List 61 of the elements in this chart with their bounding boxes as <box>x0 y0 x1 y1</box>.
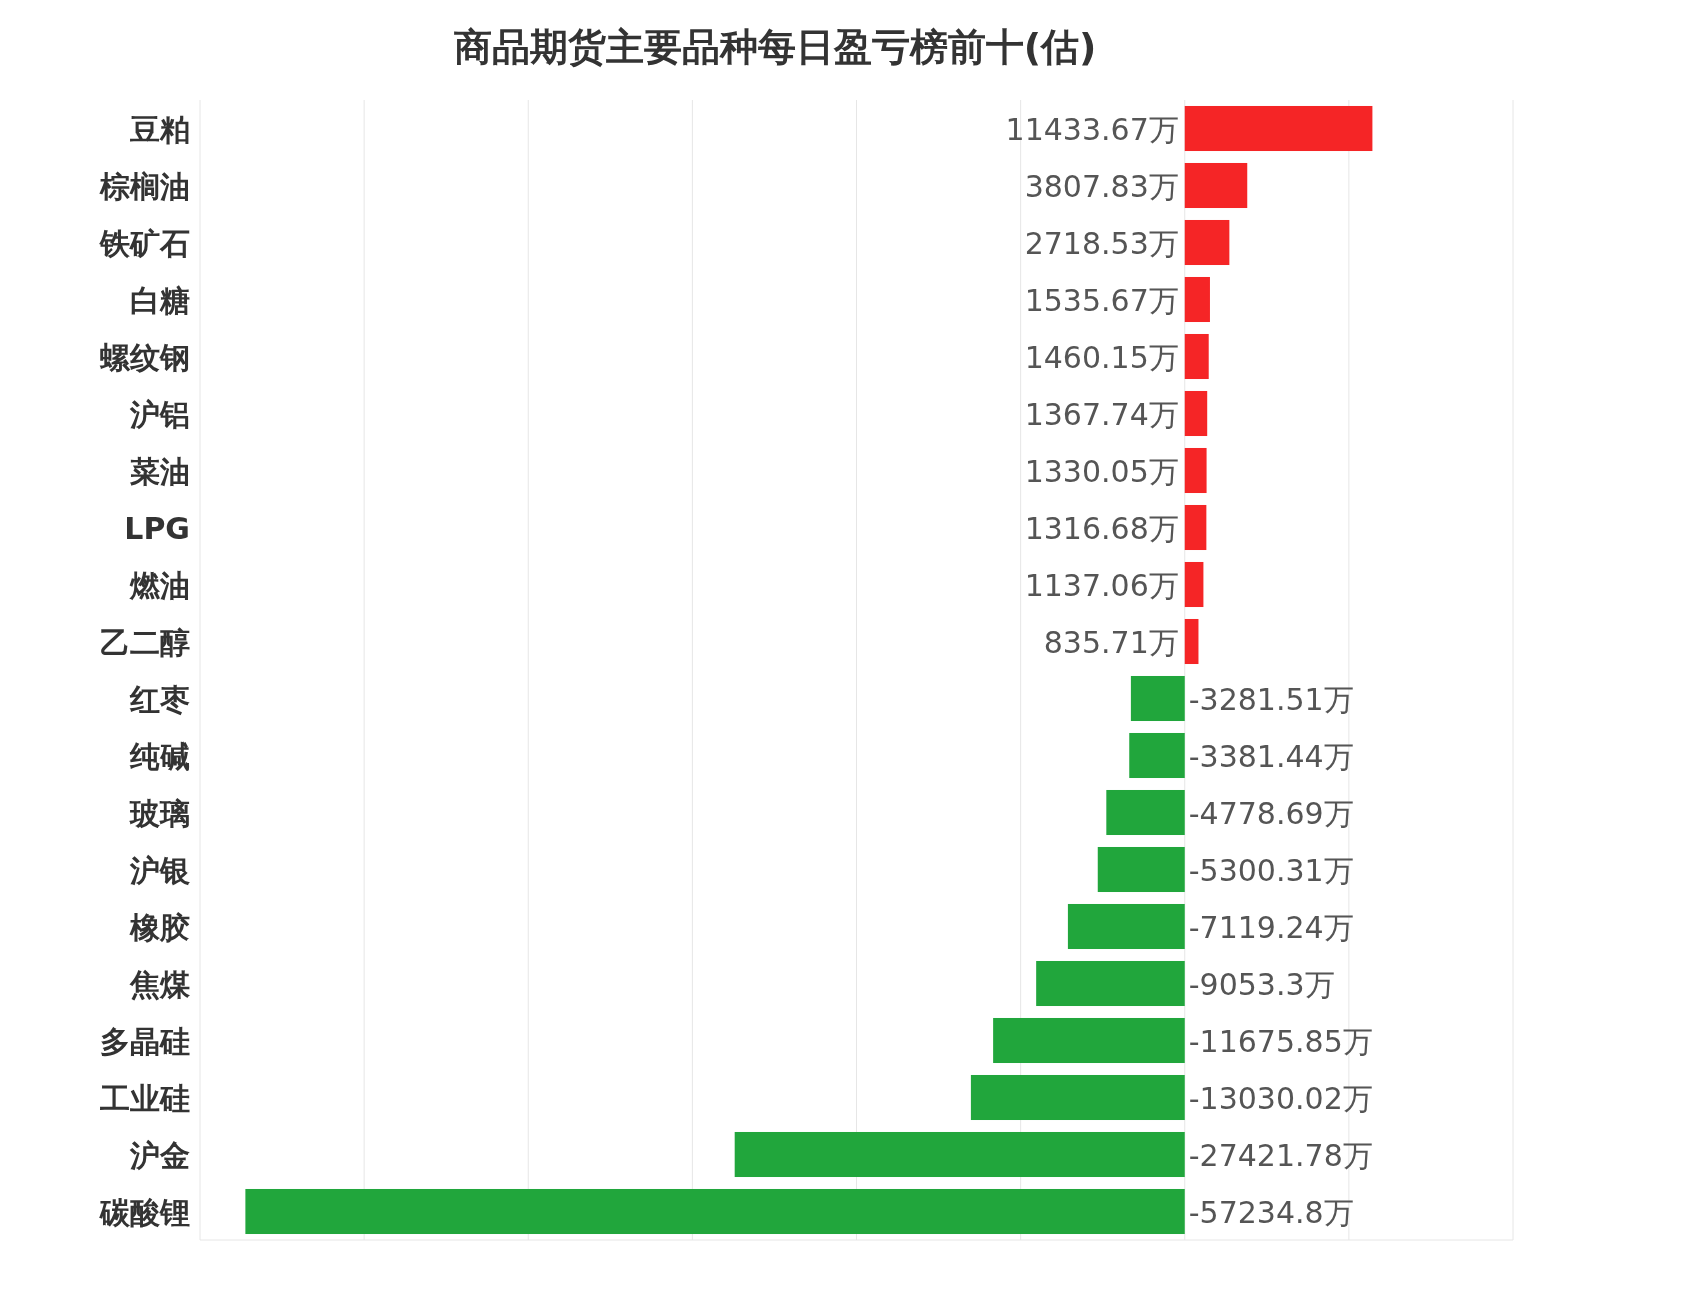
bar <box>1184 276 1210 323</box>
data-label: -3281.51万 <box>1188 681 1354 717</box>
y-tick-label: 螺纹钢 <box>99 339 190 375</box>
bar <box>1130 675 1185 722</box>
bar <box>1184 390 1208 437</box>
data-label: 1330.05万 <box>1024 453 1179 489</box>
y-tick-label: 红枣 <box>129 681 190 717</box>
bar <box>1106 789 1185 836</box>
y-tick-label: 纯碱 <box>129 738 190 774</box>
bar <box>1129 732 1185 779</box>
data-label: -5300.31万 <box>1188 852 1354 888</box>
y-tick-label: 工业硅 <box>99 1080 190 1116</box>
y-tick-label: 沪铝 <box>129 396 190 432</box>
bar <box>970 1074 1185 1121</box>
bar <box>1184 219 1230 266</box>
data-label: -57234.8万 <box>1188 1194 1354 1230</box>
bar <box>1036 960 1185 1007</box>
bar <box>1184 504 1207 551</box>
data-label: -7119.24万 <box>1188 909 1354 945</box>
y-tick-label: LPG <box>124 510 190 546</box>
data-label: 1137.06万 <box>1024 567 1179 603</box>
bar <box>1184 561 1204 608</box>
y-tick-label: 乙二醇 <box>100 624 190 660</box>
data-label: 3807.83万 <box>1024 168 1179 204</box>
data-label: -27421.78万 <box>1188 1137 1373 1173</box>
data-label: 11433.67万 <box>1005 111 1179 147</box>
y-tick-label: 沪金 <box>129 1137 190 1173</box>
data-label: 1316.68万 <box>1024 510 1179 546</box>
y-tick-label: 铁矿石 <box>99 225 190 261</box>
chart-title: 商品期货主要品种每日盈亏榜前十(估) <box>453 25 1097 69</box>
data-label: -3381.44万 <box>1188 738 1354 774</box>
data-label: -13030.02万 <box>1188 1080 1373 1116</box>
bar <box>1184 105 1373 152</box>
data-label: 2718.53万 <box>1024 225 1179 261</box>
data-label: 835.71万 <box>1043 624 1179 660</box>
y-tick-label: 豆粕 <box>129 111 190 147</box>
y-tick-label: 玻璃 <box>129 795 190 831</box>
y-tick-label: 燃油 <box>129 567 190 603</box>
data-label: -9053.3万 <box>1188 966 1335 1002</box>
y-tick-label: 橡胶 <box>129 909 190 945</box>
data-label: -11675.85万 <box>1188 1023 1373 1059</box>
y-tick-label: 多晶硅 <box>100 1023 190 1059</box>
bar <box>734 1131 1185 1178</box>
data-label: -4778.69万 <box>1188 795 1354 831</box>
y-tick-label: 碳酸锂 <box>99 1194 190 1230</box>
bar <box>1184 162 1248 209</box>
bar <box>1184 333 1209 380</box>
y-tick-label: 焦煤 <box>129 966 190 1002</box>
bar <box>1067 903 1185 950</box>
bar <box>993 1017 1185 1064</box>
y-tick-label: 沪银 <box>129 852 190 888</box>
data-label: 1460.15万 <box>1024 339 1179 375</box>
y-tick-label: 棕榈油 <box>99 168 190 204</box>
data-label: 1367.74万 <box>1024 396 1179 432</box>
bar <box>1184 618 1199 665</box>
bar <box>1184 447 1207 494</box>
bar <box>245 1188 1185 1235</box>
y-tick-label: 白糖 <box>130 282 190 318</box>
bar <box>1097 846 1185 893</box>
data-label: 1535.67万 <box>1024 282 1179 318</box>
y-tick-label: 菜油 <box>129 453 190 489</box>
